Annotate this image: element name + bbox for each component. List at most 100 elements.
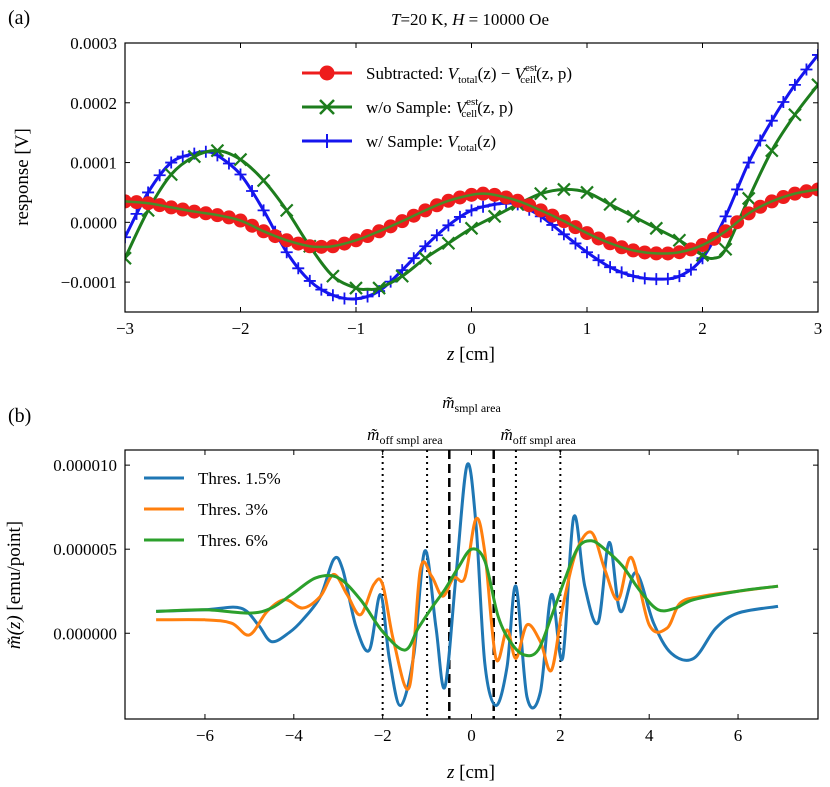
series-w-o-sample-marker — [125, 251, 132, 265]
series-w-o-sample-marker — [765, 143, 779, 158]
legend-label-thres-1-5: Thres. 1.5% — [198, 469, 281, 488]
series-subtracted-overlay-line — [125, 188, 818, 255]
annotation-smpl-area: m̃smpl area — [442, 393, 501, 415]
legend-entry-w-sample: w/ Sample: Vtotal(z) — [302, 132, 496, 154]
panel-a-y-axis-label: response [V] — [12, 128, 33, 226]
panel-b-y-ticks: 0.000000 0.000005 0.000010 — [53, 456, 818, 643]
series-w-o-sample-marker — [279, 203, 294, 218]
series-w-o-sample-marker — [695, 248, 710, 262]
panel-a-x-tick-label: 2 — [698, 319, 707, 338]
series-w-sample-marker — [777, 96, 790, 109]
series-w-o-sample-marker — [187, 149, 202, 164]
series-w-o-sample-marker — [233, 152, 248, 167]
panel-b-x-tick-label: −2 — [374, 726, 392, 745]
series-w-o-sample-marker — [741, 191, 756, 206]
series-w-sample-marker — [125, 231, 131, 244]
series-w-sample-marker — [350, 292, 362, 305]
panel-b-x-tick-label: 6 — [734, 726, 743, 745]
series-w-o-sample-marker — [349, 281, 363, 295]
series-thres-6-line — [156, 539, 779, 658]
series-w-sample-marker — [477, 200, 490, 213]
panel-a-plot-area — [125, 48, 818, 305]
panel-b-label: (b) — [8, 405, 31, 427]
panel-b-legend: Thres. 1.5% Thres. 3% Thres. 6% — [144, 469, 281, 550]
series-w-sample-marker — [257, 204, 270, 217]
series-w-sample-marker — [280, 246, 293, 259]
series-w-o-sample-marker — [534, 186, 548, 201]
panel-b-x-tick-label: 4 — [645, 726, 654, 745]
series-w-sample-marker — [581, 246, 593, 259]
series-w-o-sample-marker — [210, 143, 225, 158]
panel-a-x-ticks: −3 −2 −1 0 1 2 3 — [116, 43, 822, 338]
series-w-sample-marker — [673, 270, 686, 283]
series-w-sample-marker — [661, 272, 674, 285]
series-w-sample-marker — [557, 228, 570, 241]
series-w-o-sample-marker — [557, 182, 571, 197]
panel-a: (a) T=20 K, H = 10000 Oe −3 −2 −1 0 1 2 3 −0.0… — [8, 7, 822, 365]
panel-a-x-tick-label: 0 — [467, 319, 476, 338]
panel-b-y-tick-label: 0.000010 — [53, 456, 117, 475]
legend-marker-wo-sample — [319, 99, 335, 115]
series-w-o-sample-marker — [256, 173, 271, 188]
panel-a-y-ticks: −0.0001 0.0000 0.0001 0.0002 0.0003 — [61, 34, 818, 292]
series-w-sample-marker — [165, 156, 178, 169]
panel-a-y-tick-label: 0.0003 — [70, 34, 117, 53]
series-w-o-sample-marker — [326, 269, 340, 283]
panel-a-x-tick-label: 1 — [583, 319, 592, 338]
series-thres-3-line — [156, 516, 779, 691]
series-w-o-sample-marker — [580, 185, 594, 200]
panel-b-x-tick-label: −4 — [285, 726, 304, 745]
series-w-sample-marker — [361, 290, 374, 303]
panel-a-y-tick-label: 0.0001 — [70, 154, 117, 173]
legend-label-wo-sample: w/o Sample: Vest cell(z, p) — [366, 96, 513, 120]
series-w-sample-marker — [234, 168, 247, 181]
legend-entry-subtracted: Subtracted: Vtotal(z) − Vest cell(z, p) — [302, 62, 572, 86]
series-w-o-sample-marker — [718, 242, 733, 257]
panel-a-title: T=20 K, H = 10000 Oe — [391, 10, 549, 29]
legend-entry-wo-sample: w/o Sample: Vest cell(z, p) — [302, 96, 513, 120]
series-w-sample-marker — [742, 156, 755, 169]
series-w-sample-marker — [176, 150, 189, 163]
series-w-sample-marker — [130, 207, 143, 220]
panel-b-x-ticks: −6 −4 −2 0 2 4 6 — [196, 450, 742, 745]
panel-a-legend: Subtracted: Vtotal(z) − Vest cell(z, p) w… — [302, 62, 572, 154]
panel-a-y-tick-label: −0.0001 — [61, 273, 117, 292]
legend-marker-subtracted — [319, 65, 335, 81]
panel-b-y-tick-label: 0.000005 — [53, 540, 117, 559]
panel-a-y-tick-label: 0.0002 — [70, 94, 117, 113]
series-w-sample-marker — [442, 219, 455, 232]
panel-b-y-tick-label: 0.000000 — [53, 624, 117, 643]
panel-b: (b) m̃smpl area m̃off smpl area m̃off smpl… — [4, 393, 819, 783]
series-w-sample-marker — [315, 283, 328, 296]
annotation-off-smpl-area: m̃off smpl area — [500, 425, 576, 447]
panel-a-x-axis-label: z [cm] — [446, 344, 495, 365]
panel-a-y-tick-label: 0.0000 — [70, 213, 117, 232]
legend-marker-w-sample — [320, 134, 334, 148]
panel-b-annotations: m̃smpl area m̃off smpl area m̃off smpl are… — [367, 393, 576, 447]
series-w-sample-marker — [419, 240, 432, 253]
panel-a-x-tick-label: −3 — [116, 319, 134, 338]
series-w-sample-marker — [396, 264, 409, 277]
panel-b-x-axis-label: z [cm] — [446, 762, 495, 783]
legend-label-w-sample: w/ Sample: Vtotal(z) — [366, 132, 496, 154]
annotation-off-smpl-area: m̃off smpl area — [367, 425, 443, 447]
series-w-sample-marker — [303, 274, 316, 287]
series-w-sample-marker — [788, 78, 801, 91]
series-w-o-sample-marker — [788, 107, 802, 122]
series-w-sample-marker — [292, 262, 305, 275]
panel-a-x-tick-label: −1 — [347, 319, 365, 338]
legend-label-thres-3: Thres. 3% — [198, 500, 268, 519]
series-w-sample-marker — [765, 114, 778, 127]
series-w-o-sample-marker — [395, 269, 409, 283]
series-w-o-sample-marker — [603, 197, 617, 212]
series-w-sample-marker — [338, 292, 351, 305]
panel-a-x-tick-label: −2 — [231, 319, 249, 338]
series-w-sample-marker — [650, 273, 663, 286]
series-w-sample-marker — [246, 185, 259, 198]
series-w-o-sample-marker — [649, 221, 664, 236]
panel-b-x-tick-label: −6 — [196, 726, 214, 745]
series-thres-1-5-line — [156, 462, 779, 710]
series-w-sample-marker — [569, 237, 582, 250]
series-w-sample-marker — [638, 272, 651, 285]
